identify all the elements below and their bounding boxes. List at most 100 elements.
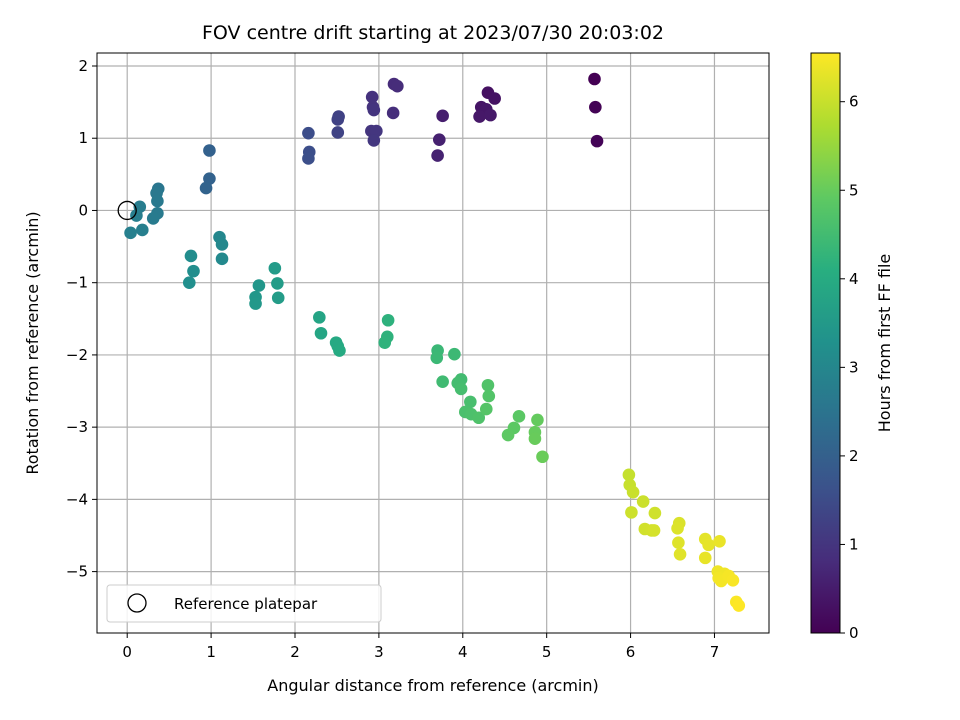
data-point (647, 524, 661, 537)
data-point (331, 113, 345, 126)
colorbar-tick-label: 3 (849, 358, 859, 376)
data-point (146, 212, 160, 225)
y-tick-label: −4 (66, 490, 88, 508)
data-point (187, 264, 200, 278)
data-point (436, 109, 449, 123)
x-axis-ticks: 0 1 2 3 4 5 6 7 (122, 633, 719, 661)
plot-frame (96, 52, 770, 634)
data-point (182, 276, 196, 289)
data-point (136, 223, 149, 237)
data-point (386, 106, 400, 120)
x-tick-label: 6 (626, 643, 636, 661)
data-point (454, 382, 468, 396)
data-point (151, 194, 164, 208)
data-point (588, 72, 601, 86)
data-point (367, 103, 381, 117)
data-point (333, 344, 346, 357)
data-point (199, 181, 213, 195)
colorbar-label: Hours from first FF file (875, 254, 894, 433)
data-point (391, 79, 404, 93)
y-tick-label: 1 (78, 129, 88, 147)
data-point (431, 149, 444, 162)
x-tick-label: 0 (122, 643, 132, 661)
data-point (215, 238, 229, 251)
y-axis-ticks: 2 1 0 −1 −2 −3 −4 −5 (66, 57, 97, 581)
legend-marker-icon (127, 593, 147, 613)
data-point (590, 134, 604, 148)
data-point (501, 428, 515, 442)
data-point (464, 395, 477, 409)
colorbar (810, 52, 841, 634)
reference-marker (117, 200, 137, 221)
data-point (536, 450, 549, 464)
data-point (531, 413, 544, 427)
y-tick-label: −2 (66, 346, 88, 364)
data-point (512, 410, 526, 423)
data-point (271, 291, 285, 305)
data-point (672, 536, 685, 550)
data-point (378, 336, 392, 349)
x-tick-label: 1 (206, 643, 216, 661)
data-point (381, 313, 395, 327)
x-tick-label: 5 (542, 643, 552, 661)
data-point (268, 261, 282, 275)
data-point (626, 485, 640, 499)
x-tick-label: 4 (458, 643, 468, 661)
legend: Reference platepar (106, 584, 382, 623)
data-point (472, 411, 486, 425)
data-points (124, 72, 746, 612)
x-axis-label: Angular distance from reference (arcmin) (267, 676, 598, 695)
data-point (184, 249, 198, 263)
colorbar-tick-label: 1 (849, 535, 859, 553)
data-point (432, 133, 446, 146)
data-point (331, 126, 345, 139)
y-tick-label: 0 (78, 201, 88, 219)
legend-label: Reference platepar (174, 595, 318, 613)
data-point (482, 389, 496, 403)
x-tick-label: 3 (374, 643, 384, 661)
data-point (473, 110, 486, 123)
data-point (636, 495, 650, 508)
data-point (249, 297, 262, 310)
data-point (203, 144, 216, 157)
y-tick-label: −5 (66, 563, 88, 581)
data-point (622, 468, 636, 482)
chart-title: FOV centre drift starting at 2023/07/30 … (202, 22, 664, 44)
y-tick-label: −1 (66, 274, 88, 292)
data-point (365, 90, 379, 104)
data-point (488, 92, 501, 105)
data-point (130, 209, 143, 222)
data-point (671, 521, 684, 535)
data-point (302, 152, 315, 165)
data-point (124, 226, 137, 240)
data-point (215, 252, 229, 266)
data-point (481, 378, 495, 392)
data-point (673, 547, 687, 561)
y-axis-label: Rotation from reference (arcmin) (23, 211, 42, 474)
data-point (271, 277, 284, 290)
data-point (648, 506, 662, 520)
x-tick-label: 7 (710, 643, 720, 661)
data-point (528, 432, 542, 446)
data-point (367, 134, 381, 147)
y-tick-label: −3 (66, 418, 88, 436)
colorbar-ticks: 0 1 2 3 4 5 6 (840, 93, 859, 642)
data-point (479, 402, 493, 416)
data-point (430, 351, 444, 365)
y-tick-label: 2 (78, 57, 88, 75)
data-point (436, 375, 449, 388)
data-point (252, 279, 266, 292)
data-point (314, 326, 328, 340)
data-point (313, 311, 326, 324)
data-point (302, 126, 315, 140)
data-point (484, 108, 497, 122)
plot-background (97, 53, 769, 633)
colorbar-tick-label: 6 (849, 93, 859, 111)
colorbar-tick-label: 2 (849, 447, 859, 465)
x-tick-label: 2 (290, 643, 300, 661)
colorbar-tick-label: 0 (849, 624, 859, 642)
colorbar-tick-label: 5 (849, 181, 859, 199)
data-point (726, 573, 740, 587)
legend-box (106, 584, 382, 623)
